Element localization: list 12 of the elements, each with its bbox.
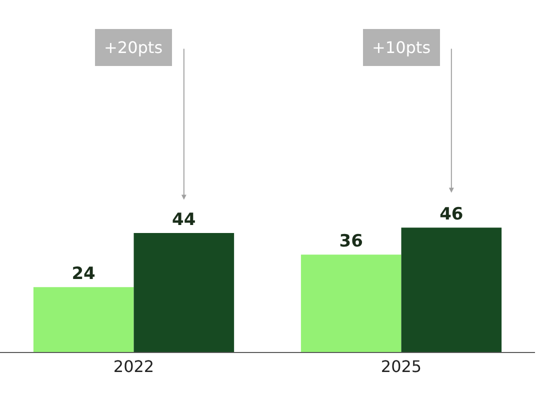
text: +10pts [372, 38, 431, 57]
x-tick-label: 2022 [113, 357, 154, 376]
x-tick-label: 2025 [380, 357, 422, 376]
data-label: 46 [440, 204, 464, 225]
data-label: 24 [72, 264, 96, 284]
bar [134, 233, 234, 352]
data-label: 36 [339, 232, 363, 252]
bar [401, 228, 502, 352]
text: +20pts [104, 38, 163, 57]
bar [33, 287, 134, 352]
data-label: 44 [172, 210, 196, 230]
bar [300, 254, 402, 352]
